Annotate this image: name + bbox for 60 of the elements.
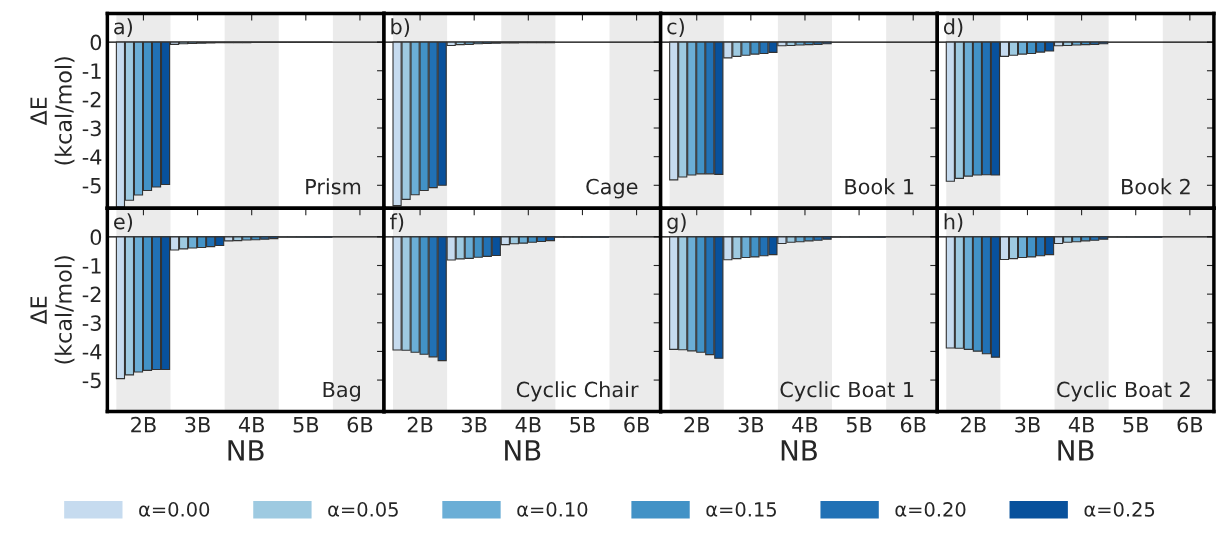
y-tick-label: 0 [90,34,102,51]
annotation: Bag [323,381,360,402]
y-tick-label: -4 [82,344,102,360]
x-axis-title: NB [505,440,541,461]
y-tick-label: -5 [82,372,101,389]
legend-label: α=0.25 [1084,502,1155,517]
y-tick-label: -3 [82,315,101,331]
annotation: e) [114,213,133,232]
x-tick-label: 3B [738,416,764,433]
annotation: Book 1 [845,178,914,195]
x-tick-label: 5B [846,417,872,433]
y-axis-title: ΔE (kcal/mol) [30,256,75,364]
annotation: Cyclic Chair [516,381,639,402]
legend-label: α=0.20 [895,502,966,517]
y-tick-label: 0 [90,229,102,246]
annotation: d) [943,18,963,37]
x-axis-title: NB [781,440,817,461]
annotation: c) [667,18,684,37]
legend-label: α=0.00 [139,502,210,517]
y-tick-label: -5 [82,178,101,194]
x-tick-label: 5B [1123,417,1149,433]
legend-label: α=0.05 [328,502,398,517]
x-tick-label: 4B [792,417,818,433]
x-tick-label: 2B [684,416,710,433]
annotation: g) [667,213,686,234]
y-tick-label: -2 [82,91,101,108]
x-tick-label: 6B [1177,416,1203,433]
annotation: Cyclic Boat 1 [780,381,914,402]
annotation: Prism [306,178,361,195]
y-tick-label: -4 [82,149,102,165]
annotation: Cyclic Boat 2 [1057,381,1190,402]
annotation: b) [391,18,410,37]
annotation: f) [390,213,404,232]
annotation: Book 2 [1122,178,1190,195]
x-tick-label: 6B [347,416,373,433]
x-tick-label: 6B [900,416,926,433]
x-tick-label: 2B [961,416,986,433]
x-tick-label: 4B [515,417,541,433]
y-axis-title: ΔE (kcal/mol) [30,57,75,165]
legend-label: α=0.10 [517,502,588,517]
annotation: h) [944,213,963,232]
x-tick-label: 2B [131,416,156,433]
x-axis-title: NB [228,440,264,461]
x-tick-label: 4B [238,417,264,433]
annotation: a) [114,18,132,37]
x-tick-label: 5B [570,417,595,433]
x-tick-label: 4B [1068,417,1094,433]
y-tick-label: -2 [82,286,101,303]
x-tick-label: 5B [293,417,319,433]
y-tick-label: -1 [82,258,101,274]
x-tick-label: 2B [407,416,433,433]
x-tick-label: 3B [1015,416,1040,433]
x-axis-title: NB [1058,440,1094,461]
x-tick-label: 3B [185,416,210,433]
y-tick-label: -3 [82,120,101,137]
legend-label: α=0.15 [706,502,776,517]
x-tick-label: 6B [624,416,649,433]
annotation: Cage [586,178,638,199]
y-tick-label: -1 [82,63,101,79]
x-tick-label: 3B [462,416,487,433]
